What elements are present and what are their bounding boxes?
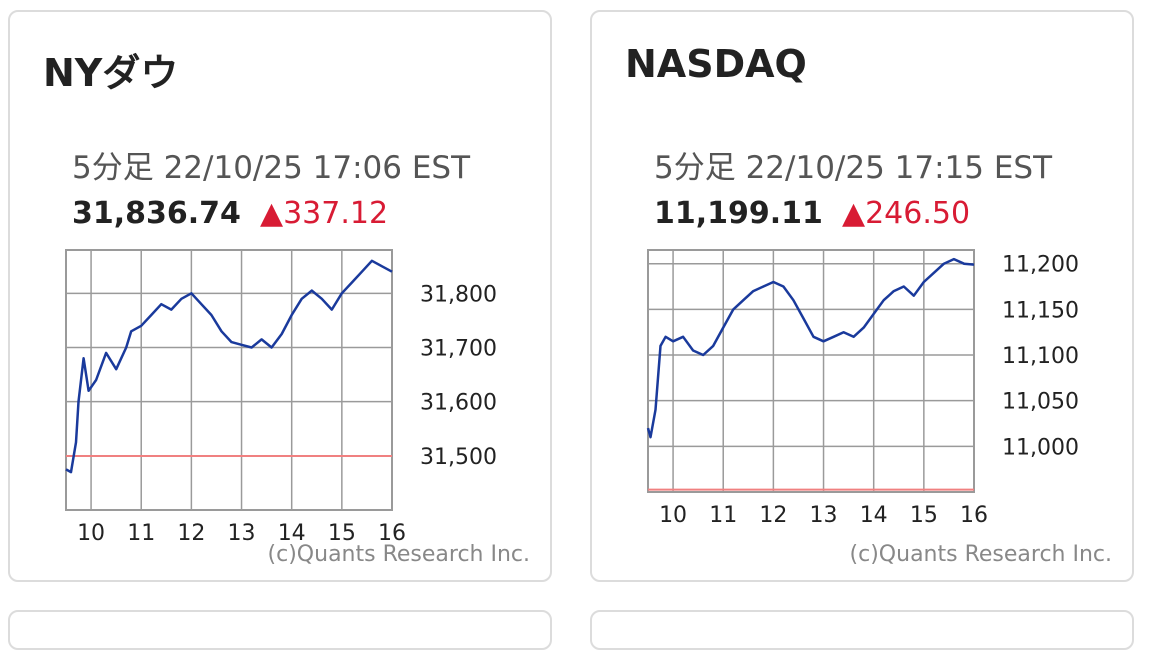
nasdaq-chart: 10 11 12 13 14 15 16 11,000 11,050 11,100 11,150 11… [646,249,1079,528]
x-tick-label: 16 [378,521,406,546]
x-tick-label: 14 [860,503,888,528]
plot-frame [65,249,393,511]
nydow-card[interactable]: NYダウ 5分足 22/10/25 17:06 EST 31,836.74 ▲3… [8,10,552,582]
price-series-line [65,259,393,474]
x-tick-label: 11 [127,521,155,546]
y-tick-label: 11,200 [1002,253,1079,278]
x-tick-label: 13 [810,503,838,528]
x-tick-label: 15 [328,521,356,546]
y-tick-label: 11,100 [1002,344,1079,369]
timestamp-label: 5分足 22/10/25 17:15 EST [654,150,1053,186]
credit-label: (c)Quants Research Inc. [849,542,1112,567]
y-tick-label: 11,150 [1002,298,1079,323]
next-card[interactable] [590,610,1134,650]
x-tick-label: 16 [960,503,988,528]
x-tick-label: 13 [228,521,256,546]
nydow-chart: 10 11 12 13 14 15 16 31,500 31,600 31,700 31,800 [65,249,497,546]
timestamp-label: 5分足 22/10/25 17:06 EST [72,150,471,186]
x-tick-label: 10 [659,503,687,528]
y-tick-label: 11,050 [1002,390,1079,415]
next-card[interactable] [8,610,552,650]
change-value: ▲337.12 [260,196,389,231]
y-tick-label: 11,000 [1002,435,1079,460]
credit-label: (c)Quants Research Inc. [267,542,530,567]
x-tick-label: 14 [278,521,306,546]
change-value: ▲246.50 [842,196,971,231]
card-title: NASDAQ [625,42,807,86]
x-tick-label: 12 [759,503,787,528]
plot-frame [647,249,975,493]
x-tick-label: 15 [910,503,938,528]
index-value: 11,199.11 [654,196,823,231]
y-tick-label: 31,600 [420,391,497,416]
index-value: 31,836.74 [72,196,241,231]
x-tick-label: 11 [709,503,737,528]
y-tick-label: 31,800 [420,282,497,307]
x-tick-label: 10 [77,521,105,546]
y-tick-label: 31,700 [420,337,497,362]
card-title: NYダウ [43,51,179,95]
x-tick-label: 12 [177,521,205,546]
nasdaq-card[interactable]: NASDAQ 5分足 22/10/25 17:15 EST 11,199.11 … [590,10,1134,582]
price-series-line [646,257,975,439]
y-tick-label: 31,500 [420,445,497,470]
